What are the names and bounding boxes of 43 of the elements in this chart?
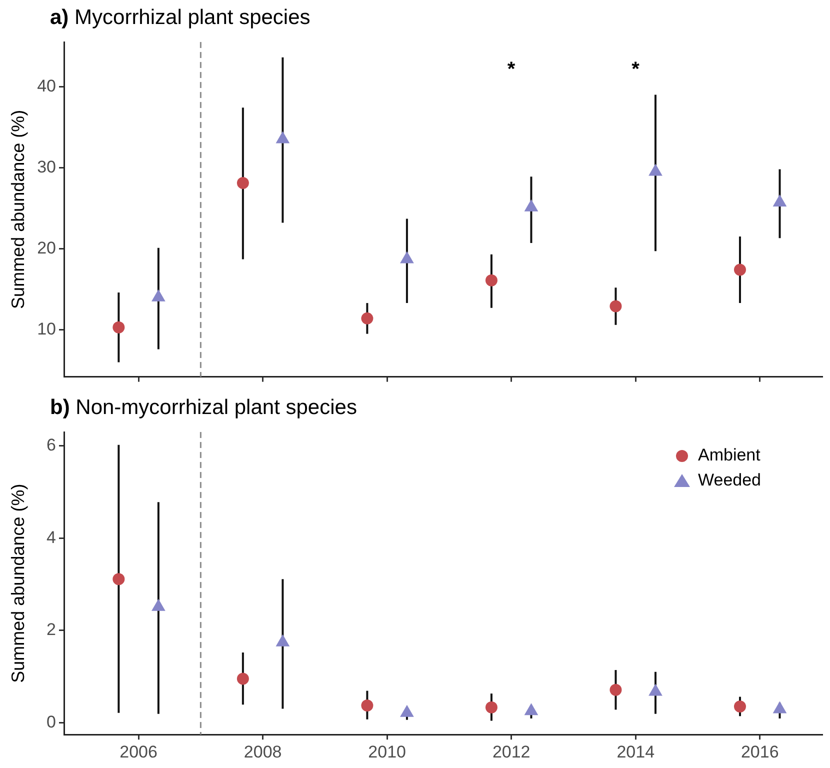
point [772,701,787,714]
point [400,704,414,717]
point [648,164,662,176]
point [276,634,290,646]
y-tick-label: 2 [46,620,56,640]
legend-label: Weeded [698,470,762,490]
point [400,251,414,264]
point [112,321,125,334]
point [524,703,538,716]
point [485,701,498,714]
point [524,199,538,212]
point [361,700,374,712]
point [485,274,498,286]
y-axis-title: Summed abundance (%) [8,484,28,683]
chart-title: a) Mycorrhizal plant species [50,6,310,30]
point [112,573,125,586]
y-tick-label: 0 [46,712,56,732]
point [734,264,746,276]
point [276,131,290,144]
annotation: * [507,58,516,81]
y-tick-label: 4 [46,528,56,547]
x-tick-label: 2016 [740,742,779,762]
point [772,194,787,207]
point [610,300,622,312]
y-axis-title: Summed abundance (%) [8,110,28,309]
point [236,672,249,685]
x-tick-label: 2006 [120,742,158,762]
x-tick-label: 2010 [368,742,406,762]
point [610,684,622,696]
x-tick-label: 2014 [616,742,655,762]
x-tick-label: 2012 [492,742,530,762]
annotation: * [632,58,640,81]
y-tick-label: 40 [37,76,56,96]
x-tick-label: 2008 [244,742,282,762]
y-tick-label: 10 [37,319,56,338]
chart-title: b) Non-mycorrhizal plant species [50,396,357,420]
y-tick-label: 6 [46,436,56,455]
y-tick-label: 20 [37,238,56,258]
y-tick-label: 30 [37,157,56,176]
point [734,700,746,712]
legend-label: Ambient [698,446,761,465]
point [648,684,662,696]
point [361,312,374,324]
